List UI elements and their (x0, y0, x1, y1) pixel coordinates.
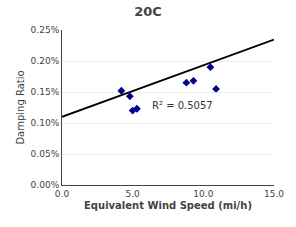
svg-text:15.0: 15.0 (264, 189, 284, 199)
svg-text:0.05%: 0.05% (31, 149, 60, 159)
svg-text:Equivalent Wind Speed (mi/h): Equivalent Wind Speed (mi/h) (84, 200, 252, 211)
svg-text:0.25%: 0.25% (31, 25, 60, 35)
svg-text:Damping Ratio: Damping Ratio (15, 70, 26, 144)
svg-text:R² = 0.5057: R² = 0.5057 (152, 100, 213, 111)
svg-text:0.10%: 0.10% (31, 118, 60, 128)
svg-text:0.0: 0.0 (55, 189, 70, 199)
svg-text:0.20%: 0.20% (31, 56, 60, 66)
svg-text:20C: 20C (134, 4, 162, 19)
svg-text:0.15%: 0.15% (31, 87, 60, 97)
svg-text:0.00%: 0.00% (31, 180, 60, 190)
svg-text:5.0: 5.0 (126, 189, 141, 199)
svg-text:10.0: 10.0 (193, 189, 213, 199)
